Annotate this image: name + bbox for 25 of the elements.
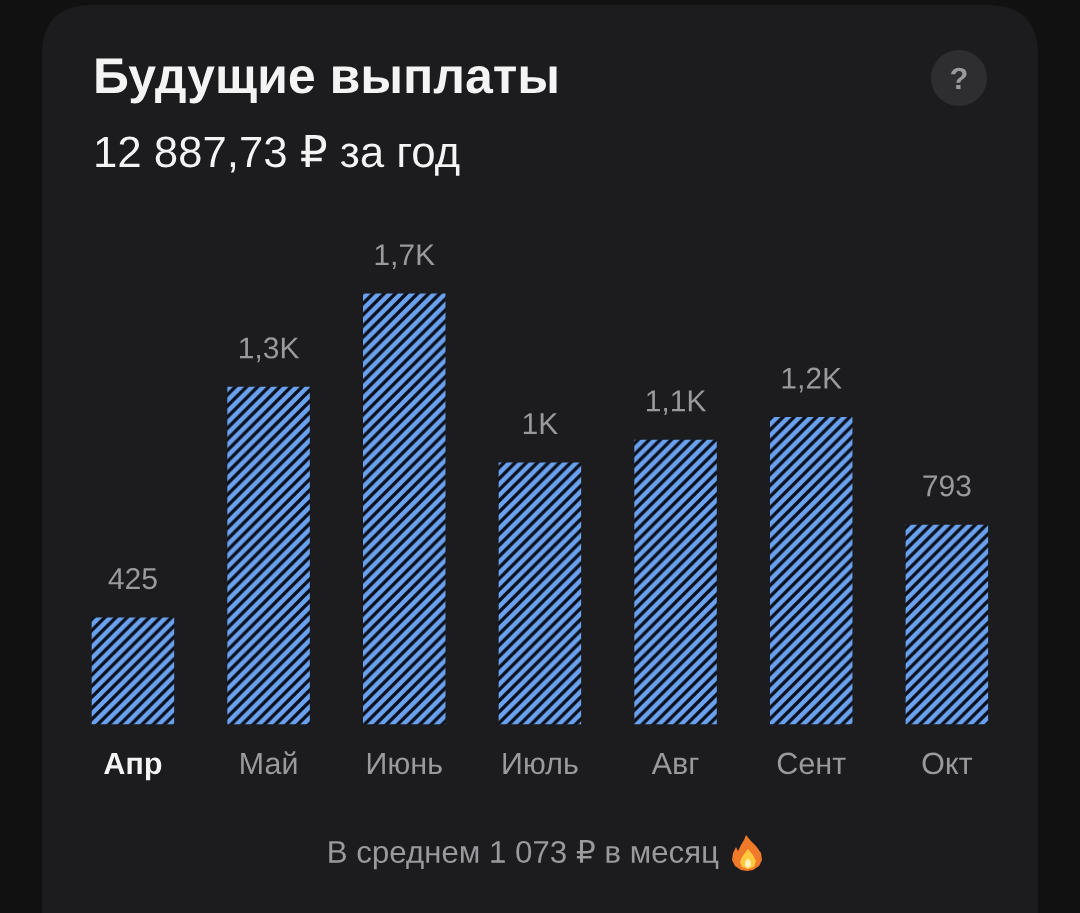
data-label: 793 (923, 475, 971, 497)
x-tick-label: Окт (922, 752, 973, 775)
bar (91, 617, 175, 725)
x-tick-label: Авг (651, 752, 699, 774)
data-label: 1,1K (646, 390, 707, 416)
bar (363, 293, 446, 725)
data-label: 1,2K (782, 367, 842, 393)
bar (769, 417, 853, 725)
bar (498, 462, 582, 725)
x-tick-label: Апр (104, 752, 162, 781)
bar (634, 439, 717, 725)
data-label: 425 (108, 567, 157, 590)
x-tick-label: Июль (503, 752, 578, 775)
chart-title: Будущие выплаты (96, 58, 557, 104)
data-label: 1,3K (240, 337, 300, 363)
data-label: 1,7K (375, 244, 435, 269)
text: В среднем 1 073 ₽ в месяц (329, 839, 719, 870)
chart-subtitle: 12 887,73 ₽ за год (96, 135, 460, 176)
bar (905, 524, 989, 725)
x-tick-label: Сент (777, 752, 846, 775)
bar (227, 386, 310, 725)
x-tick-label: Июнь (367, 752, 442, 775)
data-label: 1K (523, 413, 558, 434)
text: ? (951, 67, 967, 90)
x-tick-label: Май (241, 751, 297, 775)
